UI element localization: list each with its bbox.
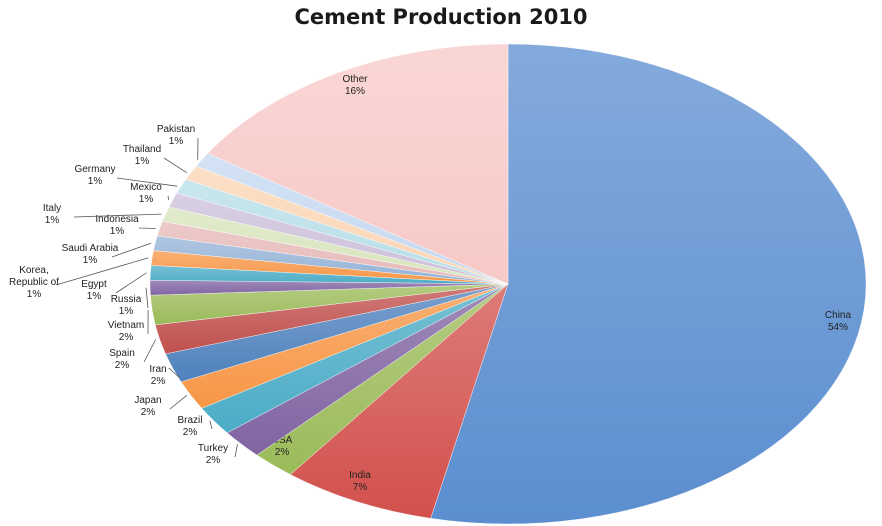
slice-label-thailand: Thailand 1% [123,144,161,167]
leader-line-brazil [209,420,213,430]
leader-line-germany [116,177,178,187]
leader-line-indonesia [138,227,156,229]
slice-label-japan: Japan 2% [134,395,161,418]
leader-line-thailand [163,157,188,174]
slice-label-other: Other 16% [342,74,368,97]
slice-label-mexico: Mexico 1% [130,182,162,205]
leader-line-italy [73,213,162,218]
leader-line-japan [169,394,188,410]
slice-label-germany: Germany 1% [74,164,115,187]
slice-label-pakistan: Pakistan 1% [157,124,195,147]
leader-line-turkey [234,444,238,458]
slice-label-turkey: Turkey 2% [198,443,228,466]
slice-label-spain: Spain 2% [109,348,135,371]
slice-label-india: India 7% [349,470,371,493]
slice-label-italy: Italy 1% [43,203,61,226]
leader-line-saudi-arabia [111,242,152,258]
slice-label-usa: USA 2% [272,435,293,458]
leader-line-russia [145,287,149,309]
slice-label-russia: Russia 1% [111,294,142,317]
slice-label-indonesia: Indonesia 1% [95,214,139,237]
slice-label-iran: Iran 2% [149,364,166,387]
leader-line-iran [168,367,181,379]
slice-label-saudi-arabia: Saudi Arabia 1% [62,243,119,266]
slice-label-china: China 54% [825,310,852,333]
slice-label-vietnam: Vietnam 2% [108,320,145,343]
chart-title: Cement Production 2010 [294,5,588,29]
pie-slice-india [290,283,509,519]
pie-slice-china [430,43,867,525]
slice-label-egypt: Egypt 1% [81,279,107,302]
leader-line-spain [143,339,157,363]
leader-line-korea-republic-of [55,257,149,286]
leader-line-egypt [115,272,147,294]
leader-line-mexico [167,195,170,201]
slice-label-korea-republic-of: Korea, Republic of 1% [9,265,59,300]
pie-slice-other [207,43,509,285]
slice-label-brazil: Brazil 2% [177,415,202,438]
